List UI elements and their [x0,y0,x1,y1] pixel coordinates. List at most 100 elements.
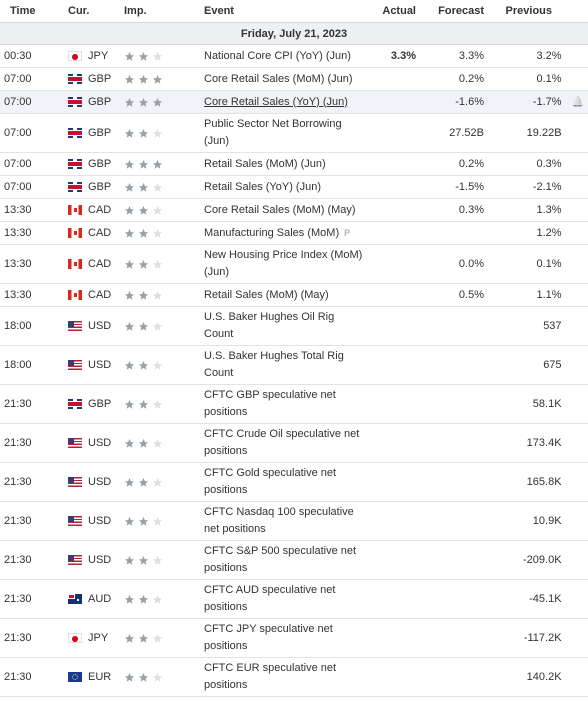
preliminary-icon: P [344,227,351,238]
event-name[interactable]: CFTC JPY speculative net positions [204,623,333,652]
event-name-cell[interactable]: Retail Sales (MoM) (Jun) [200,152,368,176]
event-row[interactable]: 21:30 JPY CFTC JPY speculative net posit… [0,618,588,658]
event-currency: USD [88,359,112,371]
star-icon [124,290,135,300]
event-name[interactable]: CFTC S&P 500 speculative net positions [204,545,357,574]
event-row[interactable]: 07:00 GBP Retail Sales (YoY) (Jun) -1.5%… [0,175,588,199]
event-name[interactable]: Retail Sales (YoY) (Jun) [204,180,321,193]
event-currency: USD [88,515,112,527]
event-name[interactable]: CFTC AUD speculative net positions [204,584,336,613]
event-forecast: 0.2% [420,67,488,91]
star-icon [124,159,135,169]
event-actual [368,283,420,307]
event-row[interactable]: 13:30 CAD Manufacturing Sales (MoM) P 1.2… [0,221,588,245]
event-name-cell[interactable]: Core Retail Sales (MoM) (May) [200,198,368,222]
event-row[interactable]: 13:30 CAD Core Retail Sales (MoM) (May) … [0,198,588,222]
event-name[interactable]: U.S. Baker Hughes Total Rig Count [204,350,344,379]
event-time: 07:00 [0,113,64,153]
event-name[interactable]: CFTC Crude Oil speculative net positions [204,428,360,457]
event-row[interactable]: 13:30 CAD Retail Sales (MoM) (May) 0.5% … [0,283,588,307]
event-name[interactable]: Core Retail Sales (YoY) (Jun) [204,95,348,108]
event-row[interactable]: 07:00 GBP Retail Sales (MoM) (Jun) 0.2% … [0,152,588,176]
event-row[interactable]: 21:30 USD CFTC S&P 500 speculative net p… [0,540,588,580]
event-name[interactable]: CFTC Gold speculative net positions [204,467,337,496]
event-row[interactable]: 21:30 AUD CFTC AUD speculative net posit… [0,579,588,619]
event-previous-cell: 165.8K 🔔 [488,462,588,502]
event-row[interactable]: 00:30 JPY National Core CPI (YoY) (Jun) … [0,44,588,68]
col-currency[interactable]: Cur. [64,0,120,23]
event-importance [120,306,200,346]
event-name[interactable]: CFTC GBP speculative net positions [204,389,336,418]
col-previous[interactable]: Previous [488,0,588,23]
event-name[interactable]: U.S. Baker Hughes Oil Rig Count [204,311,335,340]
event-row[interactable]: 21:30 GBP CFTC GBP speculative net posit… [0,384,588,424]
bell-plus-icon[interactable]: 🔔 [571,96,584,108]
event-currency: GBP [88,73,112,85]
event-currency-cell: GBP [64,384,120,424]
event-currency-cell: JPY [64,44,120,68]
event-name-cell[interactable]: Retail Sales (YoY) (Jun) [200,175,368,199]
event-row[interactable]: 07:00 GBP Core Retail Sales (YoY) (Jun) … [0,90,588,114]
event-name-cell[interactable]: New Housing Price Index (MoM) (Jun) [200,244,368,284]
event-name-cell[interactable]: CFTC Crude Oil speculative net positions [200,423,368,463]
event-name-cell[interactable]: CFTC JPY speculative net positions [200,618,368,658]
event-previous: 10.9K [532,515,562,527]
event-name[interactable]: CFTC Nasdaq 100 speculative net position… [204,506,354,535]
event-name-cell[interactable]: Retail Sales (MoM) (May) [200,283,368,307]
event-previous-cell: 173.4K 🔔 [488,423,588,463]
star-icon [124,594,135,604]
event-name-cell[interactable]: Core Retail Sales (YoY) (Jun) [200,90,368,114]
event-row[interactable]: 21:30 USD CFTC Crude Oil speculative net… [0,423,588,463]
event-previous-cell: 0.1% 🔔 [488,67,588,91]
event-previous-cell: 19.22B 🔔 [488,113,588,153]
event-row[interactable]: 07:00 GBP Core Retail Sales (MoM) (Jun) … [0,67,588,91]
event-row[interactable]: 13:30 CAD New Housing Price Index (MoM) … [0,244,588,284]
event-name-cell[interactable]: CFTC S&P 500 speculative net positions [200,540,368,580]
event-name-cell[interactable]: Manufacturing Sales (MoM) P [200,221,368,245]
event-name-cell[interactable]: Public Sector Net Borrowing (Jun) [200,113,368,153]
event-name[interactable]: Core Retail Sales (MoM) (May) [204,203,356,216]
event-name[interactable]: Retail Sales (MoM) (Jun) [204,157,326,170]
event-name[interactable]: Core Retail Sales (MoM) (Jun) [204,72,353,85]
event-name-cell[interactable]: Core Retail Sales (MoM) (Jun) [200,67,368,91]
event-name[interactable]: CFTC EUR speculative net positions [204,662,337,691]
event-time: 07:00 [0,90,64,114]
col-forecast[interactable]: Forecast [420,0,488,23]
event-row[interactable]: 18:00 USD U.S. Baker Hughes Total Rig Co… [0,345,588,385]
event-name-cell[interactable]: CFTC GBP speculative net positions [200,384,368,424]
event-name[interactable]: Public Sector Net Borrowing (Jun) [204,118,342,147]
event-forecast [420,306,488,346]
col-time[interactable]: Time [0,0,64,23]
event-name-cell[interactable]: CFTC AUD speculative net positions [200,579,368,619]
event-row[interactable]: 21:30 EUR CFTC EUR speculative net posit… [0,657,588,697]
flag-jp-icon [68,51,82,61]
event-name[interactable]: Retail Sales (MoM) (May) [204,288,329,301]
event-name-cell[interactable]: CFTC EUR speculative net positions [200,657,368,697]
event-name[interactable]: National Core CPI (YoY) (Jun) [204,49,351,62]
col-importance[interactable]: Imp. [120,0,200,23]
event-name-cell[interactable]: National Core CPI (YoY) (Jun) [200,44,368,68]
event-name-cell[interactable]: CFTC Nasdaq 100 speculative net position… [200,501,368,541]
event-name[interactable]: New Housing Price Index (MoM) (Jun) [204,249,363,278]
event-row[interactable]: 21:30 USD CFTC Gold speculative net posi… [0,462,588,502]
event-row[interactable]: 18:00 USD U.S. Baker Hughes Oil Rig Coun… [0,306,588,346]
event-previous: 1.1% [536,289,562,301]
event-currency: JPY [88,632,109,644]
col-actual[interactable]: Actual [368,0,420,23]
event-forecast [420,618,488,658]
event-name[interactable]: Manufacturing Sales (MoM) [204,226,340,239]
event-name-cell[interactable]: U.S. Baker Hughes Oil Rig Count [200,306,368,346]
event-name-cell[interactable]: U.S. Baker Hughes Total Rig Count [200,345,368,385]
event-row[interactable]: 21:30 USD CFTC Nasdaq 100 speculative ne… [0,501,588,541]
event-name-cell[interactable]: CFTC Gold speculative net positions [200,462,368,502]
event-time: 18:00 [0,345,64,385]
star-icon [124,633,135,643]
event-importance [120,67,200,91]
event-currency-cell: USD [64,462,120,502]
col-event[interactable]: Event [200,0,368,23]
star-icon [138,555,149,565]
event-previous-cell: -209.0K 🔔 [488,540,588,580]
event-time: 21:30 [0,462,64,502]
event-row[interactable]: 07:00 GBP Public Sector Net Borrowing (J… [0,113,588,153]
